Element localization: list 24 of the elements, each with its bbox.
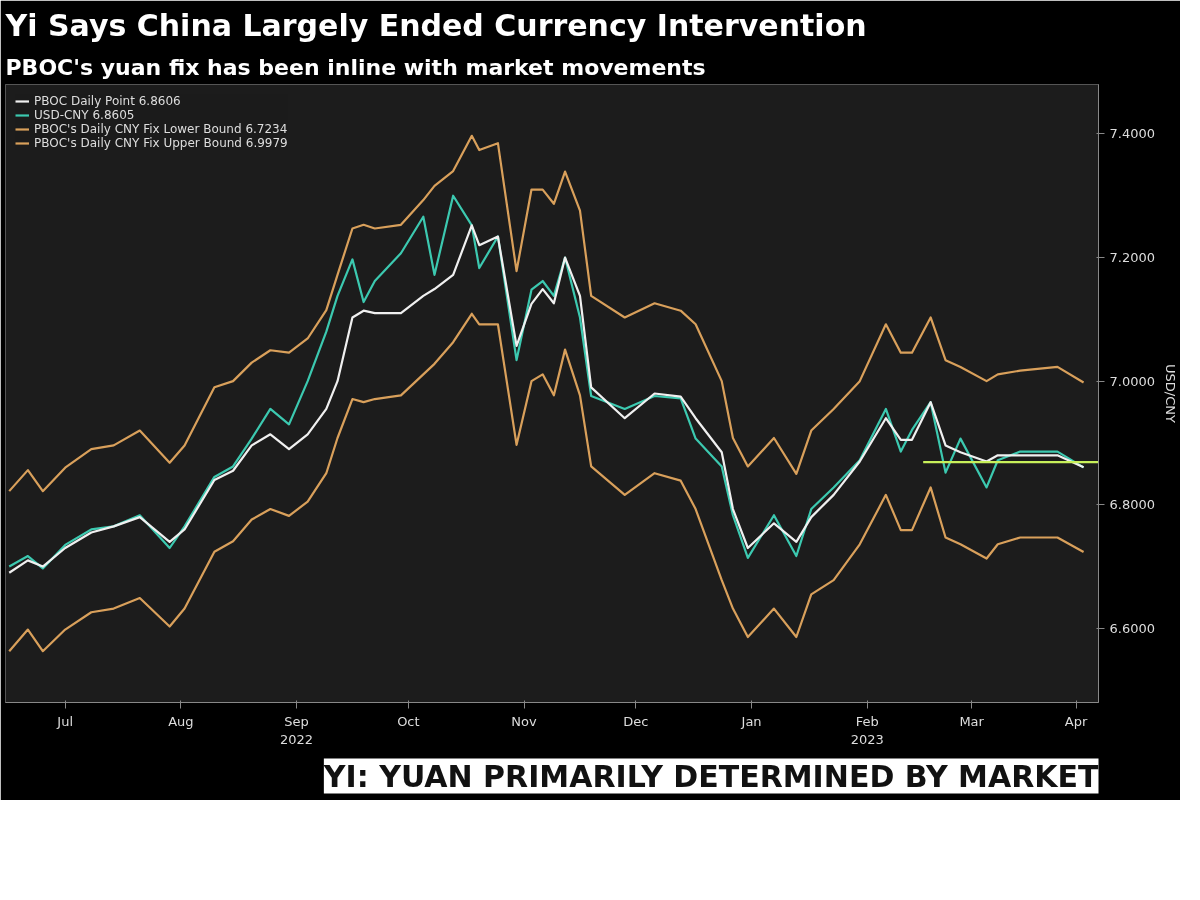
y-axis-title: USD/CNY — [1162, 364, 1178, 424]
x-tick-label: Dec — [623, 713, 649, 729]
x-tick-label: Nov — [511, 713, 538, 729]
x-tick-label: Aug — [168, 713, 194, 729]
line-series — [8, 312, 1085, 653]
line-series — [8, 134, 1085, 493]
x-tick-label: Jan — [740, 713, 762, 729]
y-tick-label: 7.2000 — [1109, 250, 1155, 266]
legend-label: PBOC's Daily CNY Fix Lower Bound 6.7234 — [34, 122, 288, 136]
y-tick-label: 6.8000 — [1109, 497, 1155, 513]
x-tick-label: Apr — [1064, 713, 1089, 729]
x-tick-label: Oct — [397, 713, 420, 729]
chart-title: Yi Says China Largely Ended Currency Intervention — [4, 7, 867, 43]
y-tick-label: 7.4000 — [1109, 126, 1155, 142]
x-tick-label: Mar — [959, 713, 985, 729]
y-tick-label: 7.0000 — [1109, 373, 1155, 389]
legend-label: PBOC Daily Point 6.8606 — [34, 94, 181, 108]
x-tick-label: Feb 2023 — [850, 713, 884, 747]
x-tick-label: Sep 2022 — [279, 713, 314, 747]
chart-subtitle: PBOC's yuan fix has been inline with market movements — [5, 54, 706, 80]
x-tick-label: Jul — [56, 713, 74, 729]
legend-label: USD-CNY 6.8605 — [34, 108, 135, 122]
legend-label: PBOC's Daily CNY Fix Upper Bound 6.9979 — [34, 136, 288, 150]
y-tick-label: 6.6000 — [1109, 620, 1155, 636]
